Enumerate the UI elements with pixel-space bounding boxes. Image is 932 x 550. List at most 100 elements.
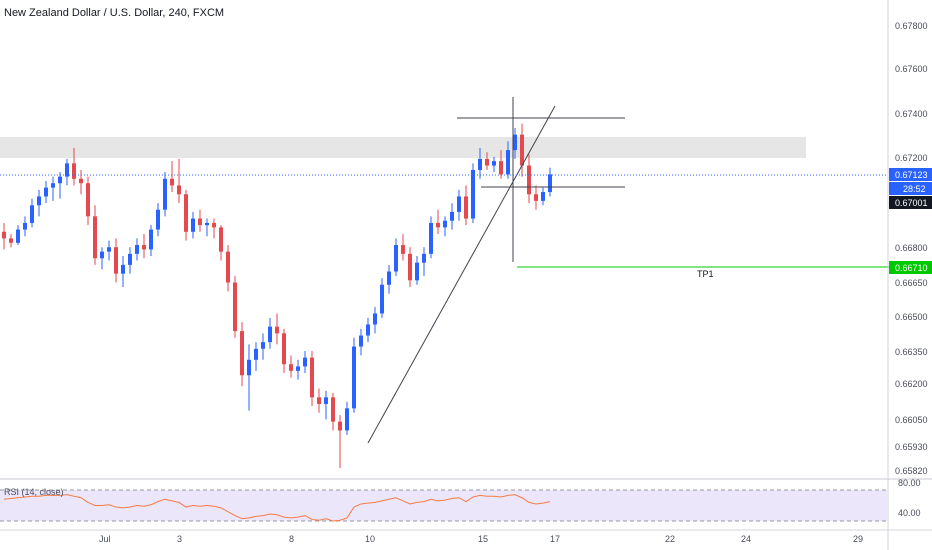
- candle-down[interactable]: [436, 222, 440, 228]
- candle-up[interactable]: [156, 209, 160, 230]
- resistance-zone[interactable]: [0, 137, 806, 158]
- time-axis[interactable]: Jul 3 8 10 15 17 22 24 29: [99, 534, 863, 544]
- candle-up[interactable]: [44, 187, 48, 197]
- candle-down[interactable]: [114, 247, 118, 274]
- price-tick: 0.66500: [895, 312, 928, 322]
- candle-up[interactable]: [478, 158, 482, 170]
- candle-down[interactable]: [9, 238, 13, 243]
- candle-up[interactable]: [366, 324, 370, 336]
- candle-up[interactable]: [247, 359, 251, 376]
- candle-up[interactable]: [415, 262, 419, 281]
- candle-down[interactable]: [464, 196, 468, 219]
- candle-down[interactable]: [275, 326, 279, 334]
- candle-down[interactable]: [338, 421, 342, 431]
- candle-down[interactable]: [170, 178, 174, 186]
- tp-tag-bg: [889, 261, 932, 274]
- candle-up[interactable]: [443, 220, 447, 228]
- candle-up[interactable]: [296, 366, 300, 371]
- candle-up[interactable]: [457, 196, 461, 212]
- candle-down[interactable]: [485, 158, 489, 166]
- candle-down[interactable]: [499, 161, 503, 175]
- candle-up[interactable]: [373, 313, 377, 325]
- price-tick: 0.66800: [895, 243, 928, 253]
- candle-down[interactable]: [198, 218, 202, 226]
- candle-down[interactable]: [212, 222, 216, 228]
- candle-up[interactable]: [513, 134, 517, 151]
- candle-down[interactable]: [2, 231, 6, 239]
- candle-up[interactable]: [30, 205, 34, 223]
- candle-up[interactable]: [135, 245, 139, 254]
- candle-up[interactable]: [100, 251, 104, 259]
- candle-down[interactable]: [401, 245, 405, 254]
- candle-up[interactable]: [303, 357, 307, 367]
- candle-up[interactable]: [65, 163, 69, 177]
- candle-up[interactable]: [394, 245, 398, 272]
- countdown-tag: 28:52: [903, 184, 926, 194]
- candle-down[interactable]: [240, 331, 244, 376]
- candle-up[interactable]: [422, 253, 426, 263]
- candle-down[interactable]: [310, 357, 314, 398]
- candle-up[interactable]: [254, 348, 258, 360]
- candle-up[interactable]: [191, 218, 195, 232]
- candle-up[interactable]: [352, 346, 356, 409]
- candle-down[interactable]: [72, 163, 76, 179]
- rsi-label: RSI (14, close): [4, 487, 64, 497]
- price-tick: 0.65820: [895, 466, 928, 476]
- candle-down[interactable]: [527, 165, 531, 195]
- candle-down[interactable]: [177, 185, 181, 195]
- candle-down[interactable]: [534, 194, 538, 201]
- candle-up[interactable]: [387, 271, 391, 285]
- candle-down[interactable]: [233, 282, 237, 332]
- last-price-tag-bg: [889, 168, 932, 181]
- candle-up[interactable]: [492, 161, 496, 166]
- candle-down[interactable]: [282, 333, 286, 365]
- candle-down[interactable]: [408, 253, 412, 281]
- candle-up[interactable]: [345, 408, 349, 431]
- candle-up[interactable]: [380, 284, 384, 314]
- candle-up[interactable]: [107, 247, 111, 252]
- candle-up[interactable]: [16, 229, 20, 243]
- tp-tag: 0.66710: [895, 263, 928, 273]
- candle-up[interactable]: [261, 342, 265, 349]
- candle-down[interactable]: [226, 251, 230, 283]
- rsi-tick: 80.00: [898, 478, 921, 488]
- candle-up[interactable]: [205, 222, 209, 226]
- candle-up[interactable]: [37, 196, 41, 206]
- candle-down[interactable]: [93, 216, 97, 259]
- price-scale[interactable]: 0.67800 0.67600 0.67400 0.67200 0.66800 …: [895, 21, 928, 476]
- candle-up[interactable]: [23, 222, 27, 230]
- trendline[interactable]: [367, 105, 556, 444]
- candle-up[interactable]: [163, 178, 167, 210]
- candle-down[interactable]: [219, 227, 223, 252]
- candle-up[interactable]: [51, 183, 55, 188]
- candle-down[interactable]: [142, 245, 146, 250]
- candle-up[interactable]: [429, 222, 433, 254]
- rsi-tick: 40.00: [898, 508, 921, 518]
- candle-up[interactable]: [450, 211, 454, 221]
- candle-down[interactable]: [86, 183, 90, 217]
- candle-up[interactable]: [324, 397, 328, 404]
- price-tick: 0.66650: [895, 278, 928, 288]
- time-tick: 29: [853, 534, 863, 544]
- candle-down[interactable]: [317, 397, 321, 404]
- candle-down[interactable]: [520, 134, 524, 166]
- candle-down[interactable]: [79, 178, 83, 184]
- candle-up[interactable]: [121, 264, 125, 274]
- candle-down[interactable]: [331, 397, 335, 422]
- candle-up[interactable]: [548, 174, 552, 193]
- candle-up[interactable]: [149, 229, 153, 250]
- candle-up[interactable]: [506, 150, 510, 175]
- price-tick: 0.66050: [895, 415, 928, 425]
- candle-down[interactable]: [184, 194, 188, 232]
- candle-up[interactable]: [128, 253, 132, 265]
- candle-up[interactable]: [471, 169, 475, 219]
- candle-up[interactable]: [359, 335, 363, 347]
- tp1-label: TP1: [697, 269, 714, 279]
- candle-down[interactable]: [289, 364, 293, 371]
- candle-up[interactable]: [268, 326, 272, 343]
- candle-up[interactable]: [541, 192, 545, 201]
- time-tick: 8: [289, 534, 294, 544]
- time-tick: 15: [478, 534, 488, 544]
- candle-up[interactable]: [58, 176, 62, 184]
